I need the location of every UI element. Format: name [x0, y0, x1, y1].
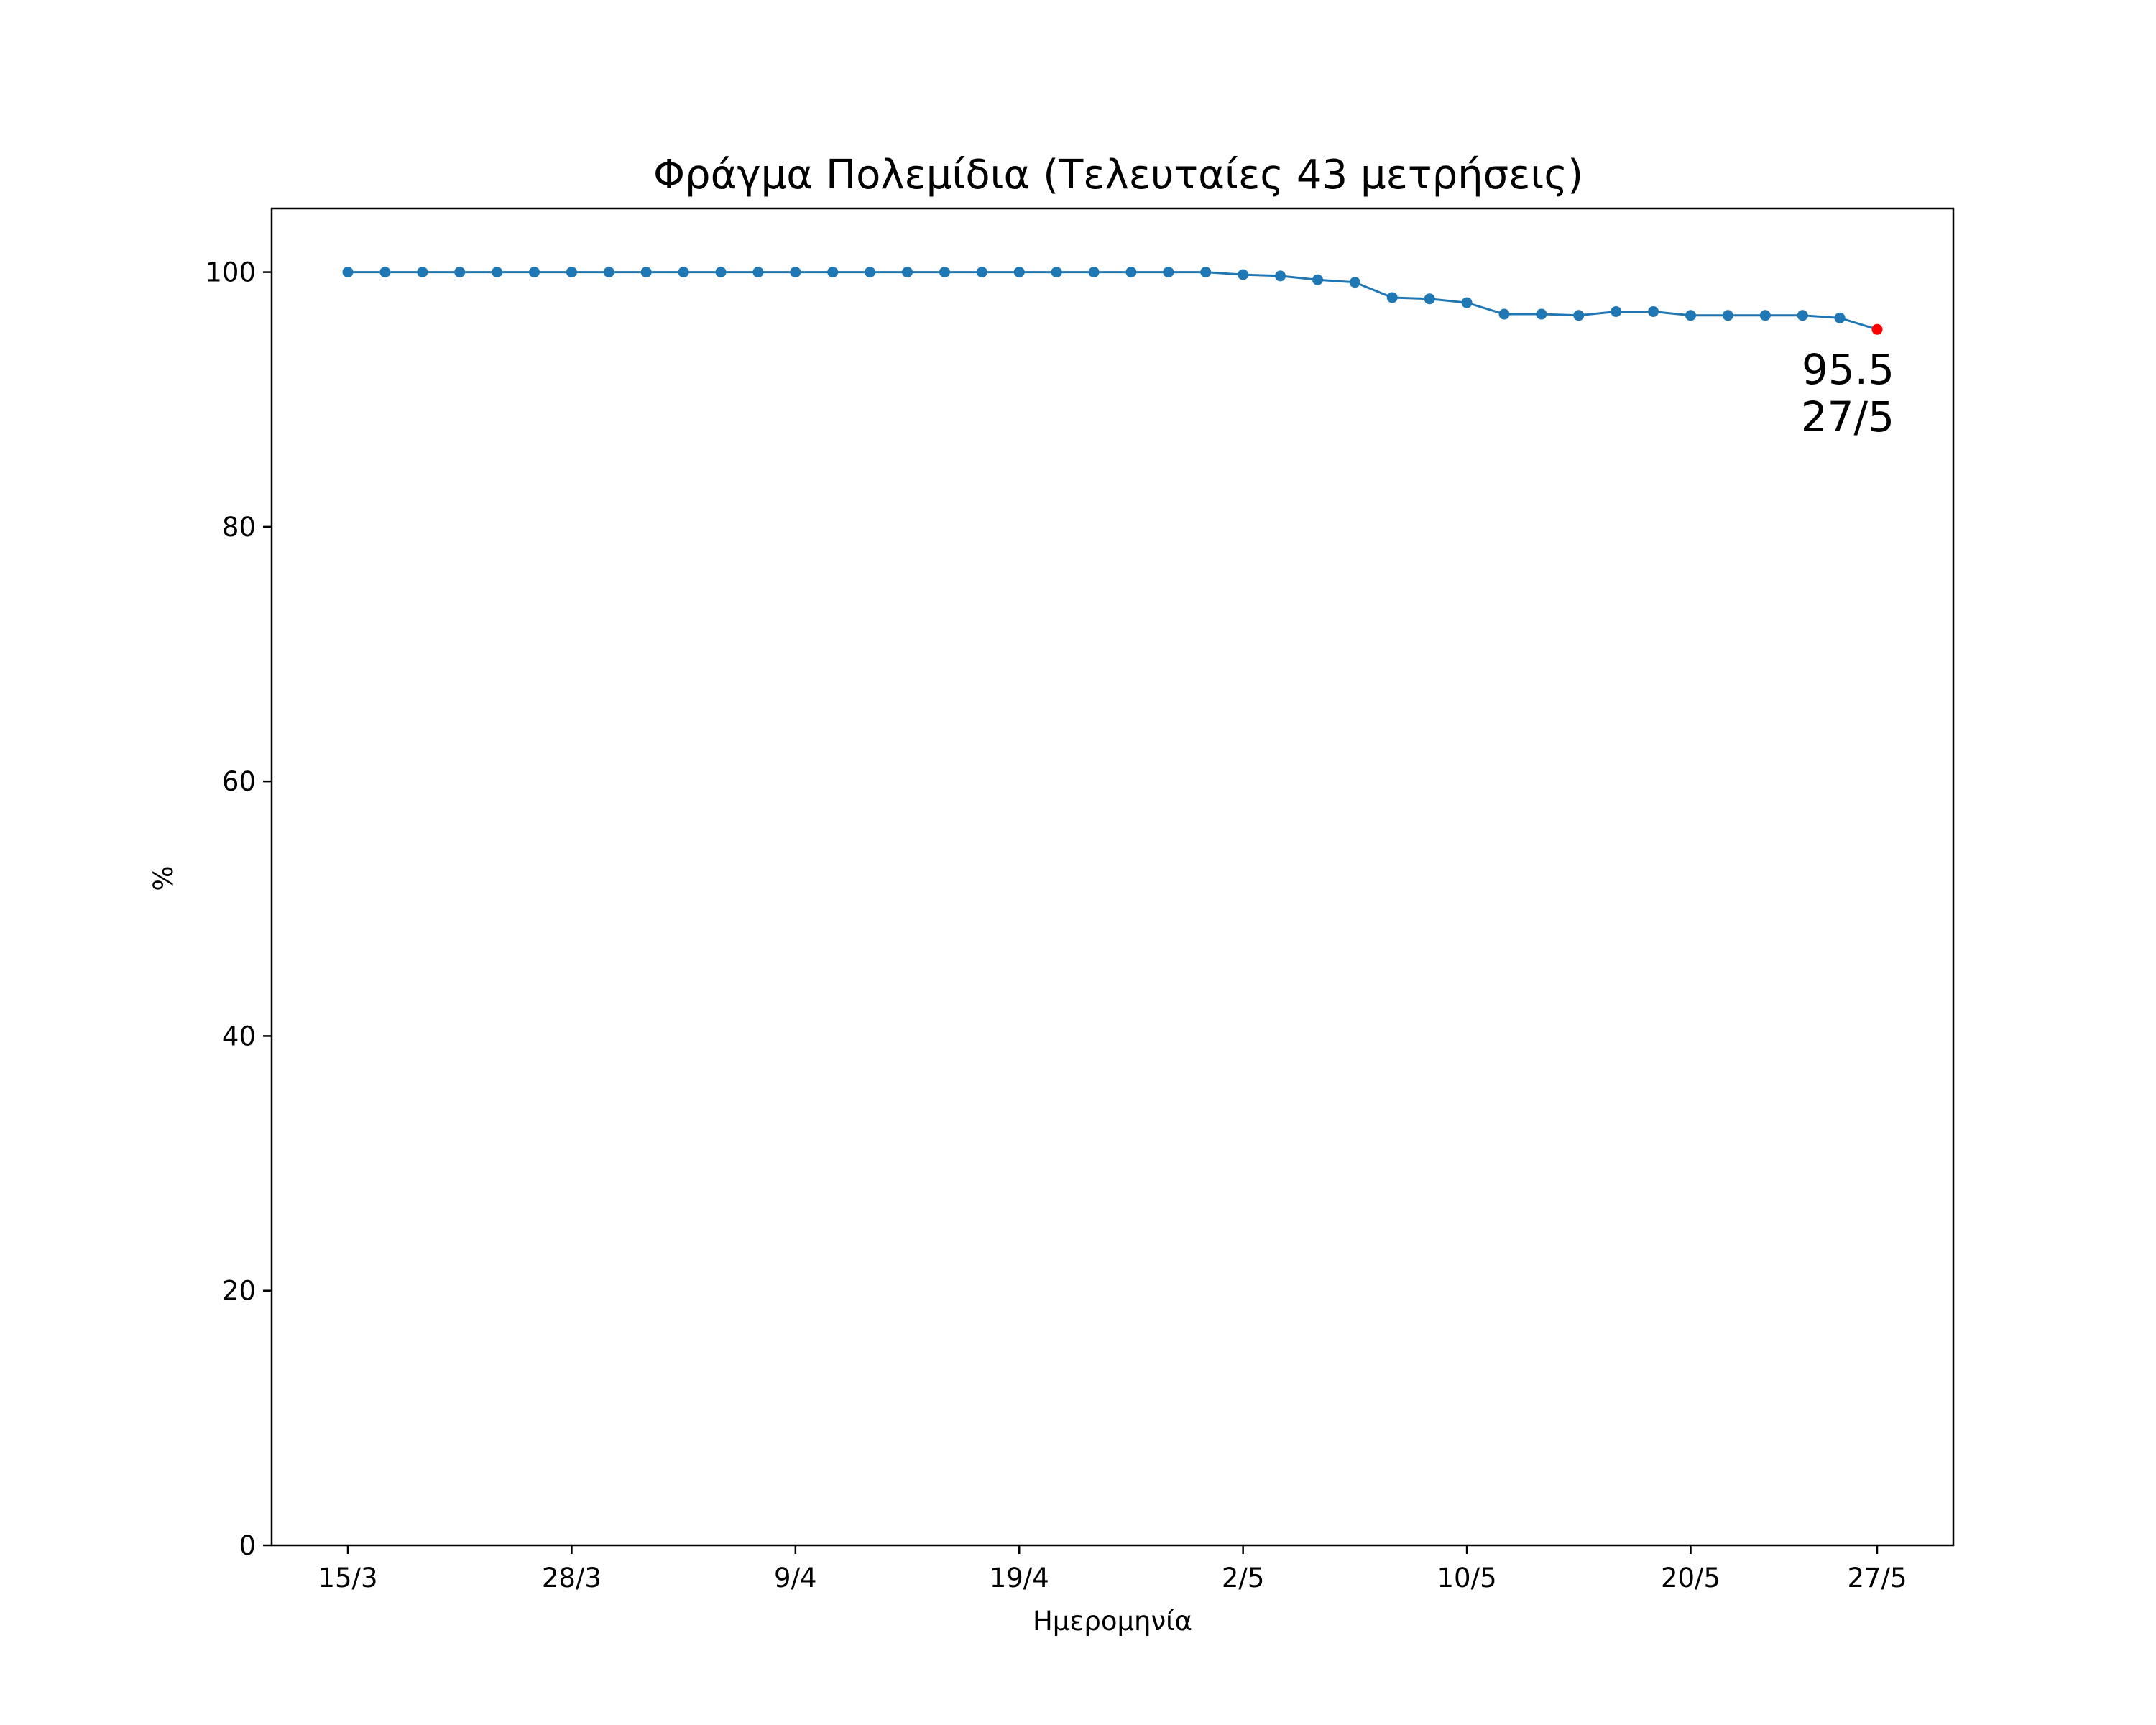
data-point — [790, 267, 801, 278]
data-point — [1611, 305, 1622, 317]
data-point — [1573, 310, 1585, 321]
series-line — [348, 271, 1878, 331]
data-point — [715, 267, 727, 278]
x-tick-label: 9/4 — [774, 1563, 817, 1593]
data-point — [1238, 269, 1249, 280]
data-point — [1051, 267, 1062, 278]
data-point — [1648, 305, 1659, 317]
data-point — [454, 267, 466, 278]
data-point — [1386, 292, 1398, 303]
data-point — [1349, 277, 1360, 288]
data-point — [566, 267, 577, 278]
y-tick-label: 80 — [222, 512, 256, 543]
x-tick-label: 15/3 — [318, 1563, 377, 1593]
x-tick-label: 20/5 — [1661, 1563, 1720, 1593]
x-axis-label: Ημερομηνία — [1033, 1606, 1192, 1637]
data-point — [678, 267, 689, 278]
data-point — [1013, 267, 1025, 278]
y-tick-label: 0 — [239, 1530, 256, 1561]
data-point — [1163, 267, 1174, 278]
data-point — [1722, 310, 1733, 321]
data-point — [1125, 267, 1137, 278]
data-point — [417, 267, 428, 278]
data-point — [1424, 293, 1435, 305]
y-axis-ticks: 0 20 40 60 80 100 — [205, 257, 272, 1561]
data-point — [1088, 267, 1100, 278]
data-point — [939, 267, 950, 278]
data-point — [752, 267, 764, 278]
data-point — [1200, 267, 1212, 278]
data-point — [492, 267, 503, 278]
y-tick-label: 60 — [222, 766, 256, 797]
data-point — [1461, 297, 1473, 308]
series-points — [342, 267, 1883, 335]
highlight-point — [1871, 323, 1883, 335]
plot-area — [270, 207, 1955, 1547]
x-tick-label: 2/5 — [1222, 1563, 1265, 1593]
data-point — [640, 267, 652, 278]
data-point — [902, 267, 913, 278]
data-point — [1312, 274, 1323, 285]
annotation-value: 95.5 — [1802, 345, 1894, 394]
x-tick-label: 28/3 — [542, 1563, 602, 1593]
y-tick-label: 20 — [222, 1276, 256, 1307]
data-point — [1498, 308, 1510, 320]
data-point — [342, 267, 354, 278]
data-point — [1759, 310, 1771, 321]
data-point — [827, 267, 839, 278]
y-tick-label: 40 — [222, 1021, 256, 1052]
data-point — [1797, 310, 1808, 321]
data-point — [529, 267, 540, 278]
data-point — [865, 267, 876, 278]
data-point — [1834, 312, 1846, 323]
x-tick-label: 27/5 — [1847, 1563, 1907, 1593]
x-tick-label: 10/5 — [1437, 1563, 1497, 1593]
annotation-date: 27/5 — [1801, 392, 1894, 441]
chart-title: Φράγμα Πολεμίδια (Τελευταίες 43 μετρήσει… — [653, 152, 1583, 198]
y-tick-label: 100 — [205, 257, 256, 288]
x-axis-ticks: 15/3 28/3 9/4 19/4 2/5 10/5 20/5 27/5 — [318, 1545, 1907, 1593]
data-point — [1685, 310, 1696, 321]
data-point — [976, 267, 987, 278]
data-point — [379, 267, 391, 278]
y-axis-label: % — [148, 865, 179, 891]
x-tick-label: 19/4 — [990, 1563, 1049, 1593]
data-point — [1536, 308, 1547, 320]
data-point — [1275, 270, 1286, 282]
data-point — [603, 267, 614, 278]
